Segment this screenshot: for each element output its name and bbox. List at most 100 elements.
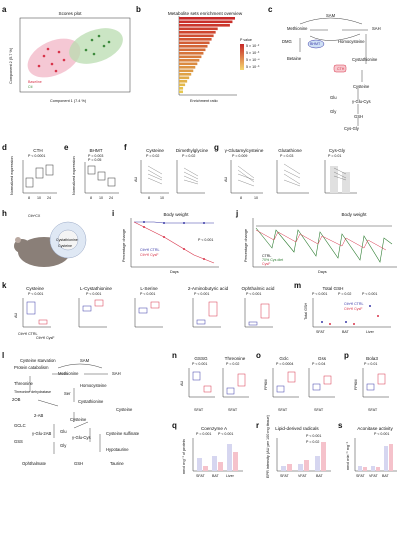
panel-l-sah: SAH [112, 371, 121, 376]
panel-g-plot-3 [324, 160, 357, 194]
panel-a-scores-plot [19, 17, 131, 93]
panel-k-ylabel: AU [14, 312, 18, 318]
panel-g-label: g [214, 143, 219, 152]
panel-l-gsh: GSH [74, 461, 84, 466]
panel-e-xtick-1: 8 [90, 196, 92, 200]
panel-q-label: q [172, 421, 177, 430]
panel-m-title: Total GSH [322, 286, 344, 291]
panel-b-bar [179, 73, 192, 76]
panel-c-methionine: Methionine [287, 26, 308, 31]
panel-e-label: e [64, 143, 69, 152]
panel-q-pvalue-2: P < 0.001 [218, 432, 234, 436]
panel-k-plot-1 [22, 298, 51, 328]
panel-r-xtick-1: SFAT [280, 474, 289, 478]
panel-b-label: b [136, 5, 141, 14]
panel-c-betaine: Betaine [287, 56, 302, 61]
panel-g-ylabel: AU [224, 176, 228, 182]
panel-k-plot-5 [244, 298, 273, 328]
panel-j-legend-1: CTRL [262, 254, 272, 258]
panel-o-xlabel-1: SFAT [278, 408, 288, 412]
panel-c-cysteine: Cysteine [353, 84, 370, 89]
panel-a-label: a [2, 5, 7, 14]
panel-g-title-1: γ-Glutamylcysteine [224, 148, 264, 153]
panel-s-ylabel: nmol min⁻¹ mg⁻¹ [346, 441, 350, 470]
panel-b-bar [179, 31, 216, 34]
panel-j-legend-3: CysF [262, 262, 271, 266]
panel-a-legend-2: Ctl [28, 85, 33, 89]
panel-q-plot [192, 438, 243, 472]
panel-k-title-2: L-Cystathionine [80, 286, 112, 291]
panel-f-plot-1 [140, 160, 169, 194]
panel-s-pvalue: P < 0.001 [374, 432, 390, 436]
panel-k-xtick-1: Cth^fl CTRL [18, 332, 38, 336]
panel-m-xtick-1: SFAT [316, 330, 325, 334]
panel-b-legend-tick-4: 5 × 10⁻⁵ [246, 65, 260, 69]
panel-o-xlabel-2: SFAT [314, 408, 324, 412]
panel-n-title-1: GSSG [194, 356, 208, 361]
panel-l-sulfinate: Cysteine sulfinate [106, 431, 140, 436]
panel-b-bar [179, 45, 208, 48]
panel-i-label: i [112, 209, 115, 218]
panel-f-pvalue-2: P = 0.02 [182, 154, 196, 158]
panel-b-bar [179, 20, 233, 24]
panel-d-pvalue: P < 0.0001 [28, 154, 46, 158]
panel-o-label: o [256, 351, 261, 360]
panel-o-title-1: Gclc [279, 356, 289, 361]
panel-b-legend-tick-3: 5 × 10⁻⁴ [246, 58, 260, 62]
panel-o-ylabel: FPKM [264, 379, 268, 390]
panel-c-pathway-diagram [299, 17, 368, 126]
panel-p-ylabel: FPKM [354, 379, 358, 390]
panel-r-plot [276, 438, 331, 472]
panel-n-pvalue-2: P = 0.02 [226, 362, 240, 366]
panel-l-catabolism: Protein catabolism [14, 365, 49, 370]
panel-d-xtick-1: 8 [28, 196, 30, 200]
panel-b-bar [179, 62, 198, 66]
panel-d-title: CTH [33, 148, 43, 153]
panel-c-gsh: GSH [354, 114, 364, 119]
panel-l-sam: SAM [80, 358, 90, 363]
panel-l-cysteine-up: Cysteine [116, 407, 133, 412]
panel-b-xlabel: Enrichment ratio [190, 99, 218, 103]
panel-c-glu: Glu [330, 95, 337, 100]
panel-b-bar [179, 69, 194, 73]
panel-m-pvalue-3: P < 0.001 [362, 292, 378, 296]
panel-g-xtick-2: 10 [254, 196, 258, 200]
panel-b-title: Metabolite sets enrichment overview [167, 11, 243, 16]
panel-n-pvalue-1: P < 0.001 [192, 362, 208, 366]
panel-q-xtick-3: Liver [226, 474, 234, 478]
panel-j-xlabel: Days [318, 270, 327, 274]
panel-k-label: k [2, 281, 7, 290]
panel-r-xtick-3: BAT [316, 474, 323, 478]
panel-m-plot [312, 298, 391, 328]
panel-h-inner-1: Cystathionine [56, 238, 78, 242]
panel-c-cysgly: Cys-Gly [344, 126, 359, 131]
panel-h-mouse-illustration [14, 221, 87, 267]
panel-f-xtick-2: 10 [160, 196, 164, 200]
panel-g-plot-1 [230, 160, 263, 194]
panel-d-label: d [2, 143, 7, 152]
panel-f-title-2: Dimethylglycine [175, 148, 209, 153]
panel-l-2ob: 2OB [12, 397, 21, 402]
panel-m-label: m [294, 281, 302, 290]
panel-b-enrichment-bars [178, 16, 237, 96]
panel-o-plot-1 [272, 368, 299, 398]
panel-l-gglucys: γ-Glu-Cys [72, 435, 91, 440]
panel-o-plot-2 [308, 368, 335, 398]
panel-s-xtick-1: SFAT [356, 474, 365, 478]
panel-a-ylabel: Component 2 (5.7 %) [9, 47, 13, 84]
panel-b-bar [179, 55, 202, 59]
panel-k-pvalue-4: P < 0.001 [194, 292, 210, 296]
panel-n-plot-2 [222, 368, 249, 398]
panel-q-xtick-2: BAT [212, 474, 219, 478]
panel-b-legend-title: P value [240, 38, 252, 42]
panel-l-gly: Gly [60, 443, 67, 448]
panel-i-plot [130, 218, 219, 268]
panel-c-label: c [268, 5, 273, 14]
panel-l-cystathionine: Cystathionine [78, 399, 104, 404]
panel-k-pvalue-2: P < 0.001 [86, 292, 102, 296]
panel-a-title: Scores plot [58, 11, 82, 16]
panel-e-title: BHMT [89, 148, 103, 153]
panel-l-hypotaurine: Hypotaurine [106, 447, 129, 452]
panel-g-title-3: Cys-Gly [328, 148, 346, 153]
panel-c-bhmt: BHMT [310, 42, 321, 46]
